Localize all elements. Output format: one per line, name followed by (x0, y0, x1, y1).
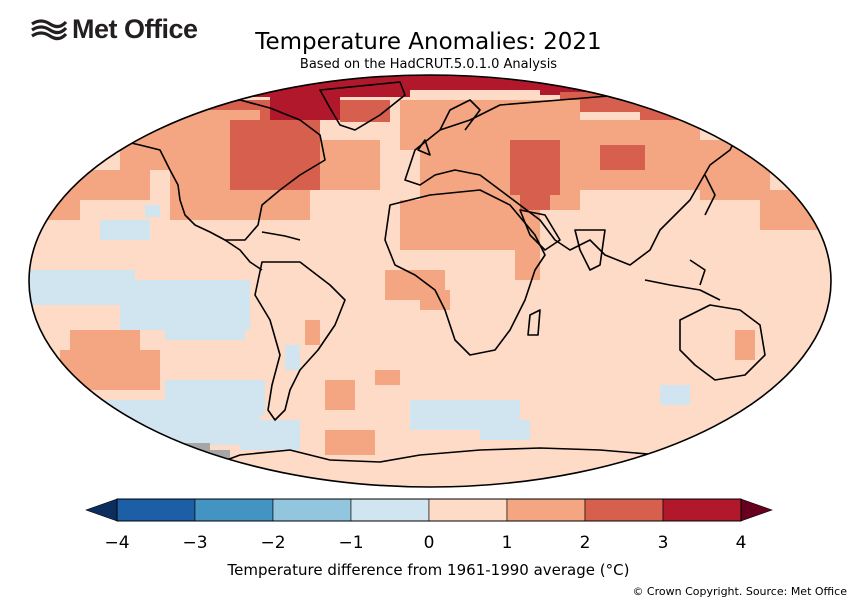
colorbar-tick: 3 (657, 533, 669, 553)
colorbar-bin (506, 498, 586, 522)
colorbar-bin (740, 498, 773, 522)
colorbar-label: Temperature difference from 1961-1990 av… (227, 561, 630, 579)
colorbar-bin (272, 498, 352, 522)
globe-outline (28, 74, 832, 488)
colorbar-tick: 0 (423, 533, 435, 553)
coastlines (117, 81, 801, 476)
colorbar-tick: −4 (104, 533, 130, 553)
colorbar-tick: −1 (338, 533, 364, 553)
copyright-notice: © Crown Copyright. Source: Met Office (632, 585, 847, 598)
colorbar-bin (116, 498, 196, 522)
colorbar-bin (584, 498, 664, 522)
colorbar-bin (428, 498, 508, 522)
colorbar-tick: 1 (501, 533, 513, 553)
colorbar-bin (194, 498, 274, 522)
colorbar-bin (662, 498, 742, 522)
colorbar-bin (85, 498, 118, 522)
met-office-logo: Met Office (30, 14, 198, 45)
colorbar-tick: 2 (579, 533, 591, 553)
map-subtitle: Based on the HadCRUT.5.0.1.0 Analysis (299, 57, 558, 72)
colorbar-tick: 4 (735, 533, 747, 553)
colorbar-tick: −3 (182, 533, 208, 553)
colorbar-tick: −2 (260, 533, 286, 553)
temperature-anomaly-map (28, 74, 832, 488)
map-title: Temperature Anomalies: 2021 (255, 29, 602, 55)
logo-text: Met Office (72, 14, 198, 44)
met-office-waves-icon (31, 18, 68, 40)
colorbar-bin (350, 498, 430, 522)
